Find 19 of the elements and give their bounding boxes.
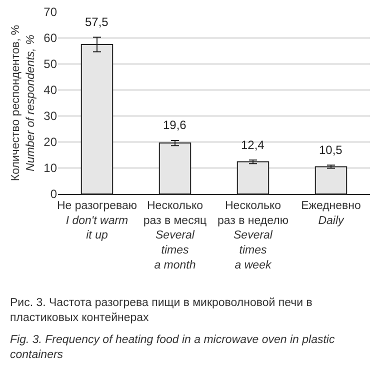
y-tick-label: 10 bbox=[44, 161, 58, 176]
x-tick-label: Несколько раз в месяц Several times a month bbox=[143, 200, 208, 272]
x-tick-label: Несколько раз в неделю Several times a week bbox=[218, 200, 289, 272]
y-tick-label: 40 bbox=[44, 83, 58, 98]
data-label: 10,5 bbox=[319, 143, 343, 157]
caption: Fig. 3. Frequency of heating food in a microwave oven in plastic containers bbox=[10, 332, 336, 363]
y-tick-label: 60 bbox=[44, 31, 58, 46]
y-tick-label: 20 bbox=[44, 135, 58, 150]
y-tick-label: 30 bbox=[44, 109, 58, 124]
x-tick-label: Ежедневно Daily bbox=[301, 200, 361, 227]
y-tick-label: 50 bbox=[44, 57, 58, 72]
y-tick-label: 0 bbox=[50, 187, 58, 202]
x-tick-label: Не разогреваю I don't warm it up bbox=[56, 200, 138, 242]
data-label: 12,4 bbox=[241, 138, 265, 152]
text: Рис. 3. Частота разогрева пищи в микроволновой печи в пластиковых контейнерах bbox=[10, 296, 314, 326]
data-label: 19,6 bbox=[163, 118, 187, 132]
y-axis-title: Количество респондентов, % Number of respondents, % bbox=[10, 24, 38, 182]
y-tick-label: 70 bbox=[44, 5, 58, 20]
data-label: 57,5 bbox=[85, 15, 109, 29]
